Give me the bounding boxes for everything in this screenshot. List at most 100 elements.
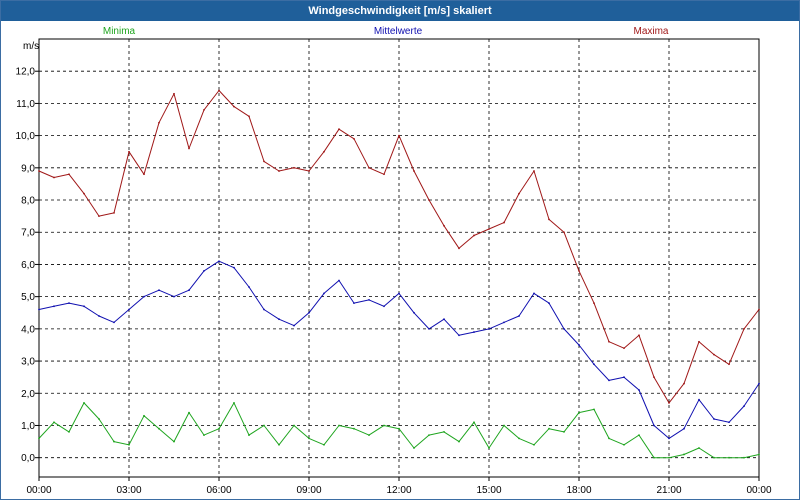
data-point <box>458 247 460 250</box>
data-point <box>158 427 160 430</box>
data-point <box>83 192 85 195</box>
data-point <box>488 327 490 330</box>
data-point <box>203 434 205 437</box>
data-point <box>593 302 595 304</box>
data-point <box>653 456 655 459</box>
data-point <box>458 334 460 337</box>
data-point <box>593 408 595 411</box>
y-tick-label: 6,0 <box>21 260 35 271</box>
wind-speed-chart: 0,0 1,0 2,0 3,0 4,0 5,0 6,0 7,0 8,0 9,0 10,0 11,0 12… <box>16 26 772 496</box>
data-point <box>668 456 670 459</box>
data-point <box>668 402 670 404</box>
data-point <box>353 137 355 140</box>
data-point <box>218 427 220 430</box>
data-point <box>218 89 220 92</box>
data-point <box>683 382 685 385</box>
legend-item-minima: Minima <box>103 26 136 37</box>
data-point <box>233 266 235 269</box>
data-point <box>578 344 580 346</box>
y-tick-label: 9,0 <box>21 163 35 174</box>
data-point <box>728 421 730 424</box>
y-tick-label: 5,0 <box>21 292 35 303</box>
data-point <box>233 402 235 404</box>
data-point <box>578 411 580 414</box>
data-point <box>338 279 340 282</box>
y-tick-label: 0,0 <box>21 453 35 464</box>
data-point <box>758 453 760 456</box>
data-point <box>68 431 70 433</box>
y-tick-label: 12,0 <box>16 67 36 78</box>
data-point <box>713 456 715 459</box>
data-point <box>278 318 280 321</box>
y-tick-label: 4,0 <box>21 324 35 335</box>
x-axis-ticks: 00:0026.01.2103:0026.01.2106:0026.01.210… <box>26 477 772 496</box>
data-point <box>128 308 130 311</box>
data-point <box>503 424 505 427</box>
data-point <box>653 424 655 427</box>
data-point <box>68 173 70 176</box>
x-tick-time-label: 12:00 <box>386 485 411 496</box>
data-point <box>563 431 565 433</box>
y-tick-label: 8,0 <box>21 196 35 207</box>
x-tick-time-label: 00:00 <box>26 485 51 496</box>
data-point <box>38 437 40 440</box>
x-tick-time-label: 03:00 <box>116 485 141 496</box>
data-point <box>308 437 310 440</box>
data-point <box>383 173 385 176</box>
x-tick-time-label: 18:00 <box>566 485 591 496</box>
data-point <box>293 324 295 327</box>
data-point <box>533 443 535 446</box>
data-point <box>683 453 685 456</box>
data-point <box>98 418 100 420</box>
data-point <box>338 424 340 427</box>
y-tick-label: 7,0 <box>21 228 35 239</box>
data-point <box>548 302 550 304</box>
data-point <box>638 389 640 391</box>
x-tick-time-label: 09:00 <box>296 485 321 496</box>
data-point <box>458 440 460 443</box>
data-point <box>368 434 370 437</box>
data-point <box>488 228 490 230</box>
data-point <box>563 231 565 234</box>
data-point <box>353 427 355 430</box>
data-point <box>698 398 700 401</box>
data-point <box>188 289 190 292</box>
series-lines <box>38 89 760 459</box>
data-point <box>413 447 415 449</box>
data-point <box>203 108 205 111</box>
data-point <box>623 443 625 446</box>
data-point <box>443 224 445 227</box>
y-axis-ticks: 0,0 1,0 2,0 3,0 4,0 5,0 6,0 7,0 8,0 9,0 10,0 11,0 12… <box>16 67 39 464</box>
data-point <box>323 443 325 446</box>
data-point <box>173 295 175 298</box>
data-point <box>548 218 550 221</box>
data-point <box>518 192 520 195</box>
data-point <box>368 166 370 169</box>
chart-title: Windgeschwindigkeit [m/s] skaliert <box>1 1 799 21</box>
data-point <box>68 302 70 304</box>
data-point <box>473 331 475 333</box>
data-point <box>188 147 190 150</box>
data-point <box>158 121 160 124</box>
data-point <box>443 318 445 321</box>
data-point <box>473 421 475 424</box>
data-point <box>338 128 340 131</box>
data-point <box>113 321 115 324</box>
data-point <box>638 334 640 337</box>
data-point <box>173 92 175 95</box>
data-point <box>173 440 175 443</box>
data-point <box>38 308 40 311</box>
data-point <box>533 170 535 172</box>
data-point <box>758 382 760 385</box>
data-point <box>218 260 220 263</box>
data-point <box>413 311 415 314</box>
data-point <box>38 170 40 172</box>
y-tick-label: 1,0 <box>21 421 35 432</box>
data-point <box>188 411 190 414</box>
data-point <box>503 221 505 224</box>
data-point <box>728 456 730 459</box>
data-point <box>638 434 640 437</box>
data-point <box>278 170 280 172</box>
data-point <box>683 427 685 430</box>
